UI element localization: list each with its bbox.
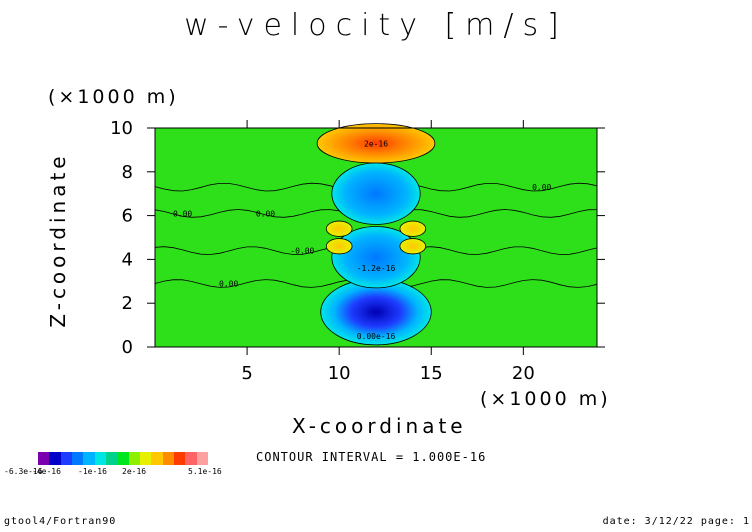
colorbar-swatch bbox=[139, 452, 152, 465]
colorbar-swatch bbox=[128, 452, 140, 465]
y-tick-label: 0 bbox=[122, 337, 133, 358]
colorbar-swatch bbox=[71, 452, 84, 465]
x-tick-label: 15 bbox=[420, 363, 443, 384]
colorbar-swatch bbox=[60, 452, 72, 465]
field-extremum-pos bbox=[399, 220, 427, 237]
colorbar-label: -6.3e-16 bbox=[4, 467, 43, 476]
x-axis-label: X-coordinate bbox=[292, 414, 467, 438]
contour-label: -1.2e-16 bbox=[357, 264, 396, 273]
contour-label: -0.00 bbox=[290, 247, 314, 256]
y-tick-label: 4 bbox=[122, 249, 133, 270]
field-extremum-pos bbox=[325, 238, 353, 255]
y-scale-label: (×1000 m) bbox=[48, 86, 179, 108]
x-tick-label: 5 bbox=[241, 363, 252, 384]
colorbar-label: 5.1e-16 bbox=[188, 467, 222, 476]
colorbar-swatch bbox=[49, 452, 61, 465]
x-tick-label: 10 bbox=[328, 363, 351, 384]
colorbar-swatch bbox=[105, 452, 118, 465]
y-tick-label: 8 bbox=[122, 162, 133, 183]
field-extremum-pos bbox=[325, 220, 353, 237]
y-axis-label: Z-coordinate bbox=[46, 152, 70, 328]
colorbar-swatch bbox=[196, 452, 208, 465]
y-tick-label: 2 bbox=[122, 293, 133, 314]
contour-label: 0.00e-16 bbox=[357, 332, 396, 341]
contour-label: 0.00 bbox=[532, 183, 551, 192]
colorbar-swatch bbox=[117, 452, 129, 465]
field-extremum-pos bbox=[399, 238, 427, 255]
colorbar-label: -1e-16 bbox=[78, 467, 107, 476]
colorbar-swatch bbox=[173, 452, 186, 465]
colorbar-swatch bbox=[185, 452, 197, 465]
x-tick-label: 20 bbox=[512, 363, 535, 384]
colorbar-label: 2e-16 bbox=[122, 467, 147, 476]
colorbar-swatch bbox=[162, 452, 174, 465]
plot-frame bbox=[154, 127, 598, 348]
contour-label: 0.00 bbox=[256, 209, 275, 218]
colorbar-swatch bbox=[38, 452, 50, 465]
footer-software: gtool4/Fortran90 bbox=[4, 516, 117, 527]
field-extremum-neg bbox=[331, 226, 421, 289]
field-extremum-neg bbox=[331, 162, 421, 225]
colorbar bbox=[38, 452, 208, 465]
colorbar-swatch bbox=[151, 452, 163, 465]
colorbar-swatch bbox=[94, 452, 106, 465]
contour-label: 2e-16 bbox=[364, 139, 388, 148]
x-scale-label: (×1000 m) bbox=[480, 388, 611, 410]
colorbar-swatch bbox=[83, 452, 95, 465]
y-tick-label: 10 bbox=[110, 118, 133, 139]
contour-interval: CONTOUR INTERVAL = 1.000E-16 bbox=[256, 450, 487, 464]
colorbar-label: -4e-16 bbox=[32, 467, 61, 476]
chart-title: w-velocity [m/s] bbox=[184, 8, 568, 43]
contour-label: 0.00 bbox=[173, 209, 192, 218]
contour-label: 0.00 bbox=[219, 279, 238, 288]
footer-date: date: 3/12/22 page: 1 bbox=[602, 516, 750, 527]
y-tick-label: 6 bbox=[122, 206, 133, 227]
